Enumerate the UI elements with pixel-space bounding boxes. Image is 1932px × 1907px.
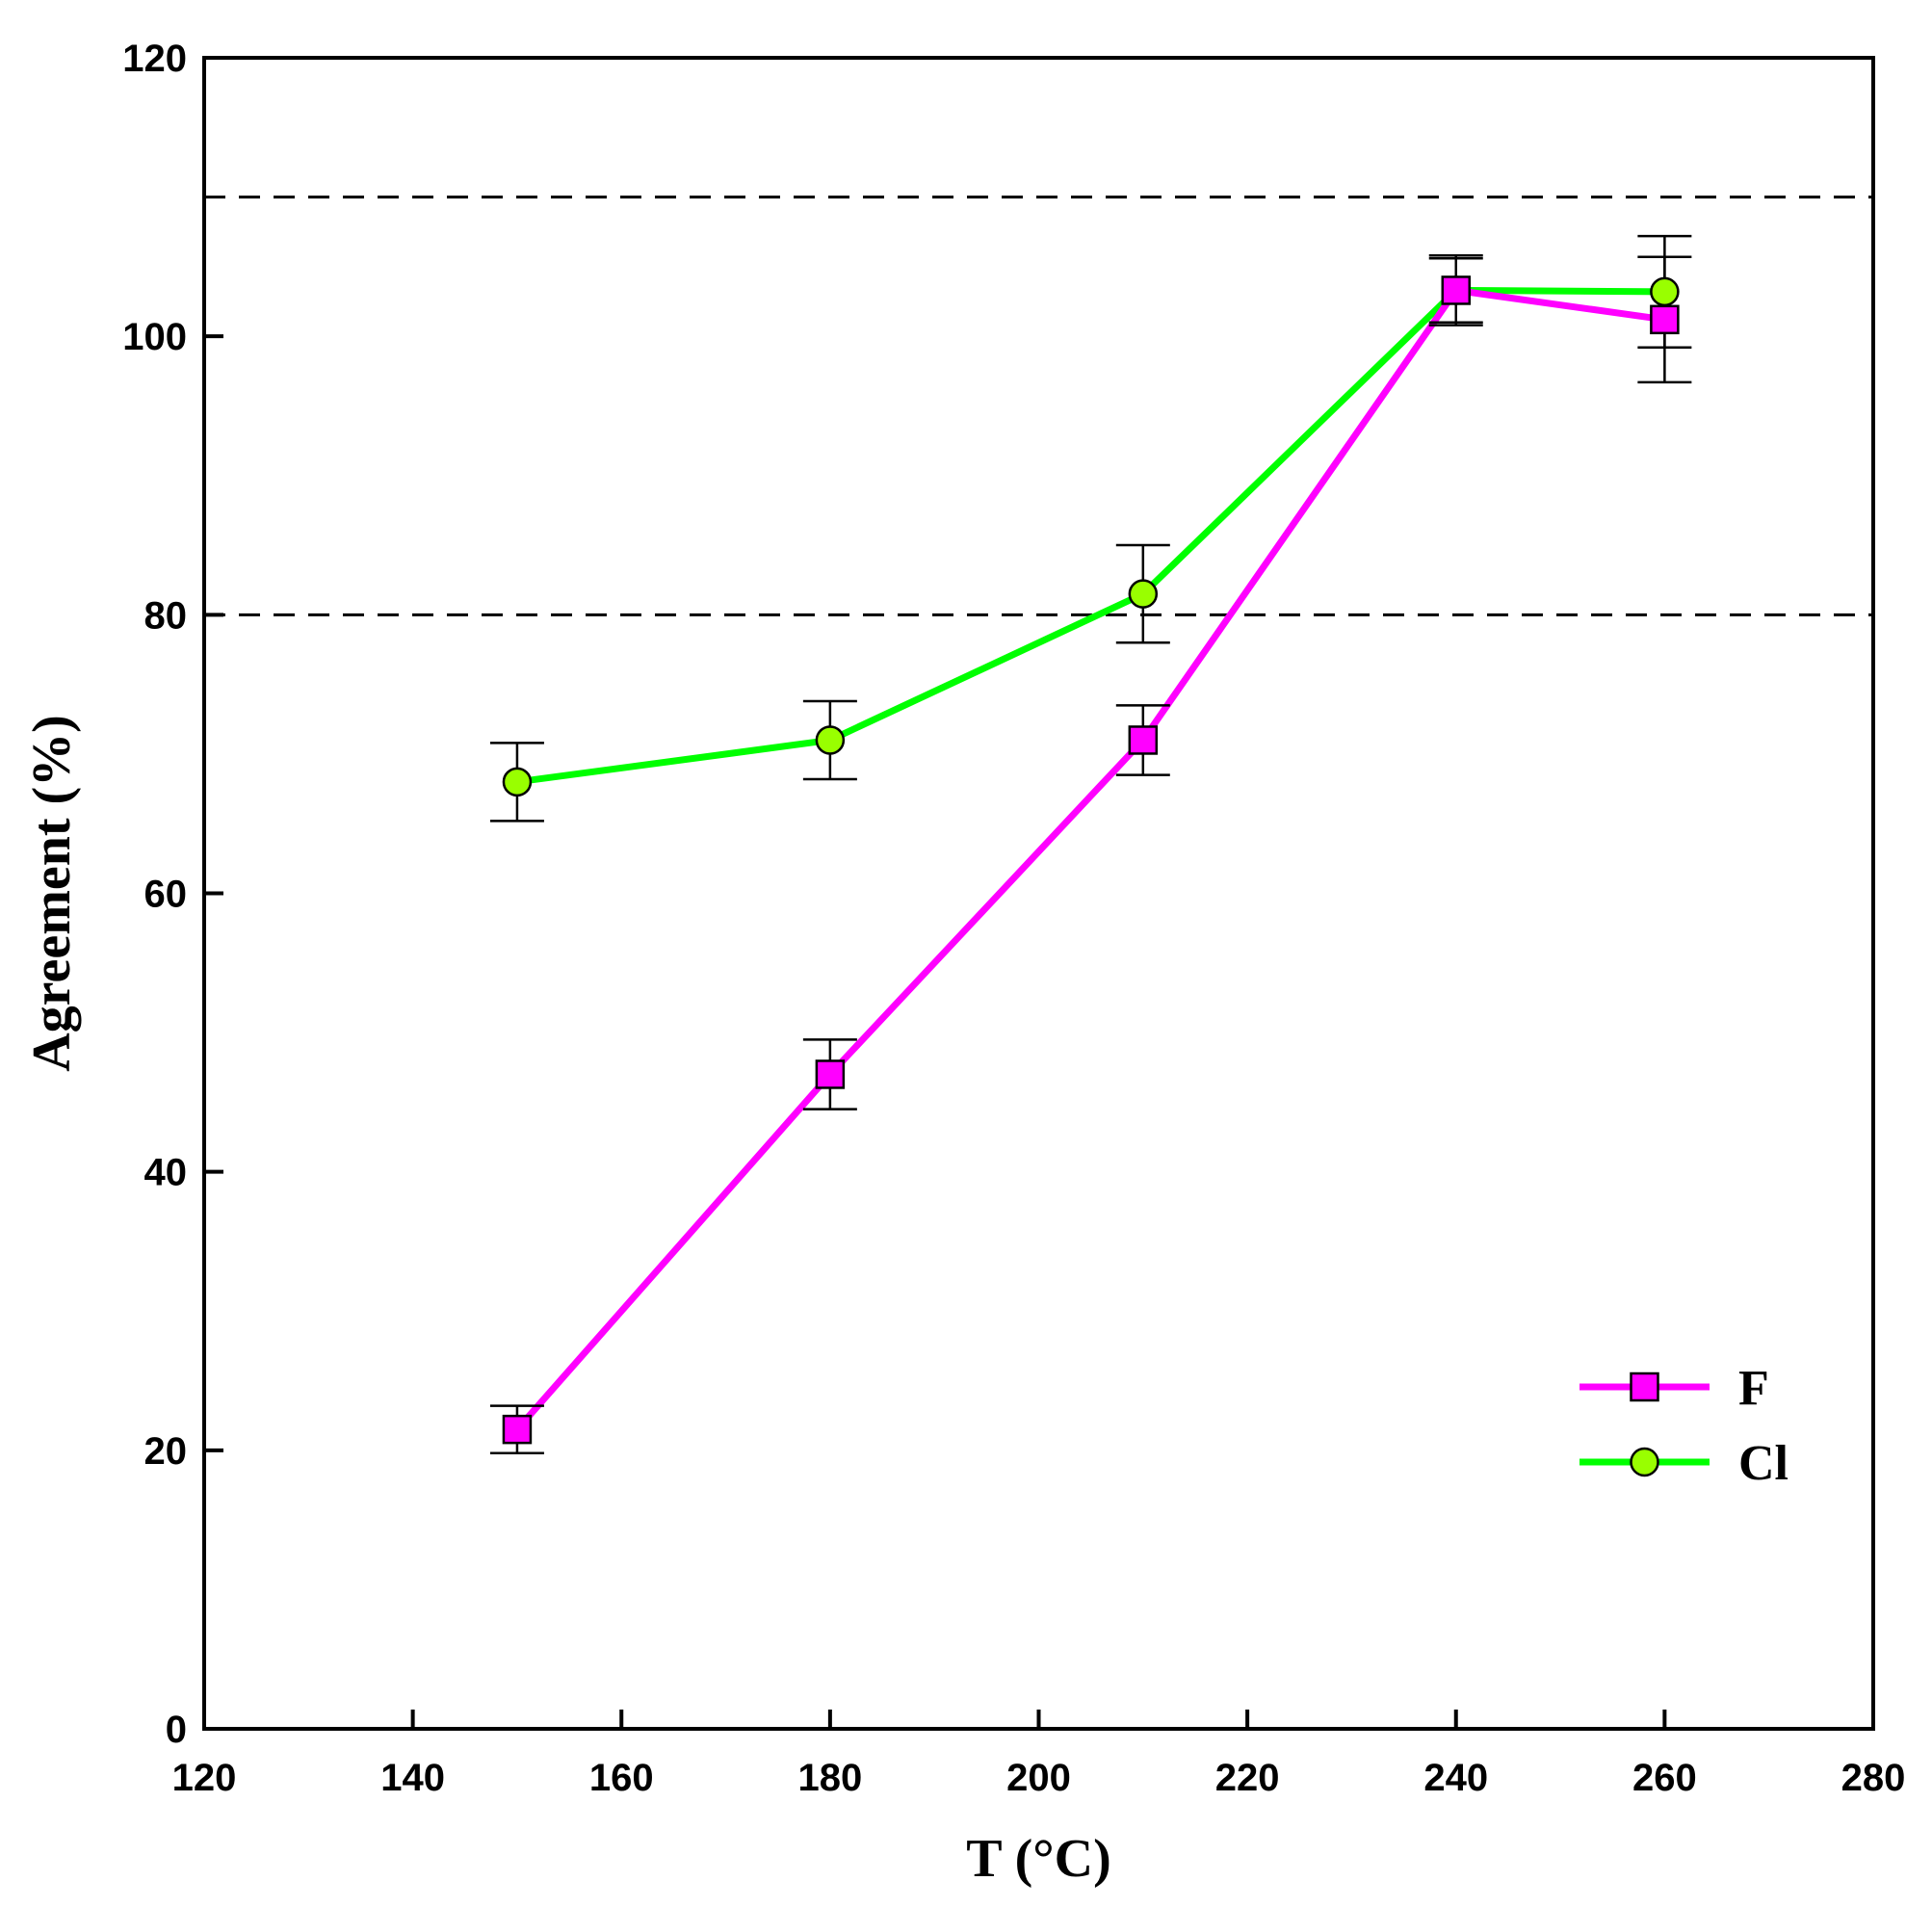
y-tick-label: 80 [144, 594, 188, 637]
x-tick-label: 160 [589, 1757, 654, 1799]
y-tick-label: 20 [144, 1430, 188, 1473]
x-tick-label: 260 [1632, 1757, 1697, 1799]
data-point-f [815, 1059, 846, 1089]
data-point-cl [502, 767, 533, 797]
data-point-cl [1128, 579, 1159, 609]
y-axis: 0 20 40 60 80 100 120 [122, 38, 223, 1751]
x-axis: 120 140 160 180 200 220 240 260 280 [172, 1710, 1906, 1799]
y-tick-label: 60 [144, 874, 188, 916]
data-point-cl [1650, 276, 1680, 307]
data-point-f [502, 1414, 533, 1445]
x-tick-label: 140 [380, 1757, 445, 1799]
x-tick-label: 120 [172, 1757, 237, 1799]
data-point-f [1441, 275, 1471, 305]
y-tick-label: 0 [166, 1709, 187, 1751]
series-layer [489, 234, 1692, 1454]
data-point-f [1650, 304, 1680, 335]
legend: F Cl [1580, 1361, 1788, 1491]
data-point-cl [815, 725, 846, 755]
series-line-f [514, 286, 1665, 1432]
legend-label-cl: Cl [1738, 1436, 1788, 1491]
x-axis-title: T (°C) [966, 1829, 1110, 1889]
x-tick-label: 200 [1006, 1757, 1071, 1799]
plot-frame [202, 56, 1875, 1731]
legend-label-f: F [1738, 1361, 1769, 1416]
y-tick-label: 40 [144, 1152, 188, 1194]
y-tick-label: 100 [122, 316, 187, 358]
legend-marker-cl [1630, 1447, 1659, 1477]
x-tick-label: 220 [1215, 1757, 1280, 1799]
reference-lines [204, 196, 1873, 616]
y-tick-label: 120 [122, 38, 187, 80]
legend-marker-f [1630, 1371, 1659, 1402]
y-axis-title: Agreement (%) [22, 715, 82, 1072]
x-tick-label: 180 [798, 1757, 863, 1799]
x-tick-label: 240 [1423, 1757, 1488, 1799]
data-point-f [1128, 725, 1159, 755]
series-line-cl [516, 286, 1665, 786]
x-tick-label: 280 [1841, 1757, 1906, 1799]
